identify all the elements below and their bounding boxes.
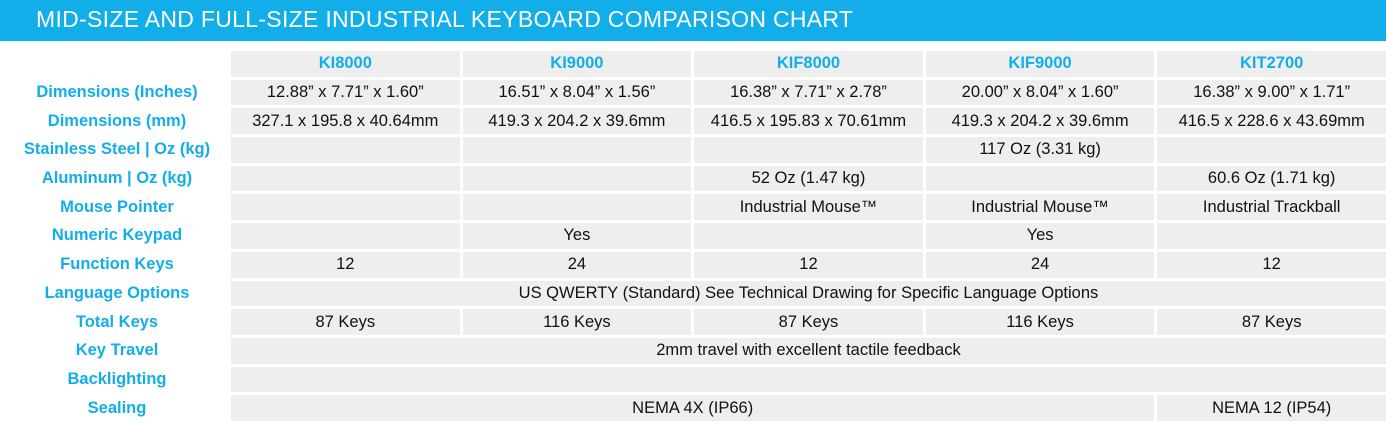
row-label: Dimensions (Inches) xyxy=(5,78,230,107)
table-cell: 16.38” x 7.71” x 2.78” xyxy=(693,78,925,107)
table-cell: Industrial Trackball xyxy=(1156,193,1386,222)
title-banner: MID-SIZE AND FULL-SIZE INDUSTRIAL KEYBOA… xyxy=(0,0,1386,41)
empty-cell xyxy=(693,222,925,251)
column-header: KIF8000 xyxy=(693,50,925,79)
table-row: Aluminum | Oz (kg) 52 Oz (1.47 kg) 60.6 Oz… xyxy=(5,164,1386,193)
row-label: Key Travel xyxy=(5,336,230,365)
table-cell: Industrial Mouse™ xyxy=(924,193,1156,222)
row-label: Sealing xyxy=(5,394,230,423)
empty-cell xyxy=(230,365,1386,394)
empty-cell xyxy=(924,164,1156,193)
empty-cell xyxy=(461,136,693,165)
table-cell: 87 Keys xyxy=(230,308,462,337)
table-cell: NEMA 12 (IP54) xyxy=(1156,394,1386,423)
empty-cell xyxy=(1156,136,1386,165)
table-cell: 12.88” x 7.71” x 1.60” xyxy=(230,78,462,107)
row-label: Backlighting xyxy=(5,365,230,394)
table-cell: 12 xyxy=(1156,250,1386,279)
table-cell: 116 Keys xyxy=(461,308,693,337)
table-body: KI8000 KI9000 KIF8000 KIF9000 KIT2700 Di… xyxy=(5,50,1386,423)
table-cell: 16.51” x 8.04” x 1.56” xyxy=(461,78,693,107)
column-header: KIF9000 xyxy=(924,50,1156,79)
empty-cell xyxy=(693,136,925,165)
table-cell: Industrial Mouse™ xyxy=(693,193,925,222)
table-cell: 24 xyxy=(461,250,693,279)
table-cell: 12 xyxy=(230,250,462,279)
table-cell: 419.3 x 204.2 x 39.6mm xyxy=(924,107,1156,136)
table-row: Dimensions (Inches)12.88” x 7.71” x 1.60… xyxy=(5,78,1386,107)
column-header: KI9000 xyxy=(461,50,693,79)
empty-cell xyxy=(230,136,462,165)
table-cell: NEMA 4X (IP66) xyxy=(230,394,1156,423)
table-cell: 60.6 Oz (1.71 kg) xyxy=(1156,164,1386,193)
table-cell: 327.1 x 195.8 x 40.64mm xyxy=(230,107,462,136)
page-title: MID-SIZE AND FULL-SIZE INDUSTRIAL KEYBOA… xyxy=(36,6,853,33)
comparison-table: KI8000 KI9000 KIF8000 KIF9000 KIT2700 Di… xyxy=(3,48,1386,424)
column-header: KI8000 xyxy=(230,50,462,79)
table-cell: US QWERTY (Standard) See Technical Drawi… xyxy=(230,279,1386,308)
empty-cell xyxy=(230,164,462,193)
table-cell: 117 Oz (3.31 kg) xyxy=(924,136,1156,165)
table-cell: 2mm travel with excellent tactile feedba… xyxy=(230,336,1386,365)
table-cell: 52 Oz (1.47 kg) xyxy=(693,164,925,193)
empty-cell xyxy=(461,193,693,222)
row-label: Total Keys xyxy=(5,308,230,337)
empty-cell xyxy=(230,193,462,222)
column-header: KIT2700 xyxy=(1156,50,1386,79)
row-label: Numeric Keypad xyxy=(5,222,230,251)
table-cell: 24 xyxy=(924,250,1156,279)
row-label: Function Keys xyxy=(5,250,230,279)
empty-cell xyxy=(230,222,462,251)
table-cell: 416.5 x 195.83 x 70.61mm xyxy=(693,107,925,136)
row-label: Language Options xyxy=(5,279,230,308)
empty-cell xyxy=(1156,222,1386,251)
header-corner xyxy=(5,50,230,79)
empty-cell xyxy=(461,164,693,193)
table-cell: 419.3 x 204.2 x 39.6mm xyxy=(461,107,693,136)
row-label: Aluminum | Oz (kg) xyxy=(5,164,230,193)
row-label: Mouse Pointer xyxy=(5,193,230,222)
row-label: Dimensions (mm) xyxy=(5,107,230,136)
table-cell: Yes xyxy=(924,222,1156,251)
header-row: KI8000 KI9000 KIF8000 KIF9000 KIT2700 xyxy=(5,50,1386,79)
table-cell: 416.5 x 228.6 x 43.69mm xyxy=(1156,107,1386,136)
table-cell: 87 Keys xyxy=(693,308,925,337)
table-cell: 16.38” x 9.00” x 1.71” xyxy=(1156,78,1386,107)
table-cell: 20.00” x 8.04” x 1.60” xyxy=(924,78,1156,107)
table-row: Numeric Keypad Yes Yes xyxy=(5,222,1386,251)
table-row: Stainless Steel | Oz (kg) 117 Oz (3.31 kg… xyxy=(5,136,1386,165)
table-cell: 87 Keys xyxy=(1156,308,1386,337)
table-cell: 12 xyxy=(693,250,925,279)
row-label: Stainless Steel | Oz (kg) xyxy=(5,136,230,165)
table-cell: 116 Keys xyxy=(924,308,1156,337)
table-row: Backlighting xyxy=(5,365,1386,394)
table-cell: Yes xyxy=(461,222,693,251)
